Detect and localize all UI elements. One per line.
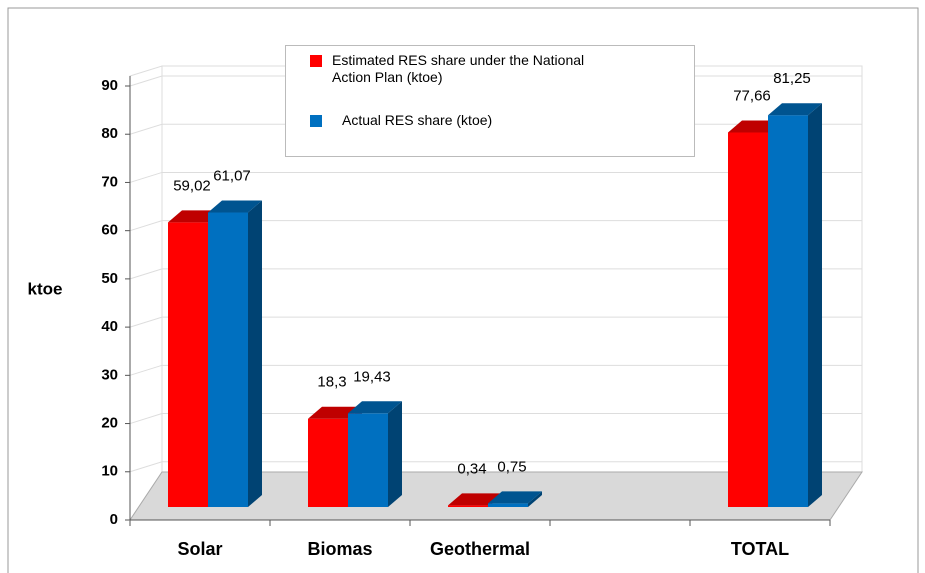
bar-side [248,200,262,507]
bar [348,413,388,507]
grid-line [129,171,862,183]
y-tick-label: 30 [101,366,118,383]
legend-entry: Actual RES share (ktoe) [310,112,602,129]
bar-top [348,401,402,414]
x-tick-label: TOTAL [731,539,789,559]
side-wall [129,65,163,522]
grid-line [129,461,862,473]
y-tick-label: 60 [101,222,118,239]
data-label: 77,66 [733,87,771,104]
bar [168,222,208,507]
bar-side [528,491,542,507]
grid-line [129,316,862,328]
data-label: 18,3 [317,374,346,391]
data-label: 81,25 [773,70,811,87]
legend: Estimated RES share under the National A… [285,45,695,157]
y-tick-label: 70 [101,173,118,190]
data-label: 0,34 [457,460,486,477]
y-tick-label: 10 [101,463,118,480]
x-tick-label: Geothermal [430,539,530,559]
grid-line [129,268,862,280]
y-axis-title: ktoe [28,279,63,298]
frame [7,7,919,573]
bar [728,132,768,507]
bar-side [808,103,822,507]
bar-top [768,103,822,116]
bar-top [448,493,502,506]
y-tick-label: 0 [110,511,118,528]
grid-line [129,413,862,425]
data-label: 61,07 [213,167,251,184]
y-tick-label: 20 [101,415,118,432]
data-label: 19,43 [353,368,391,385]
y-tick-label: 50 [101,270,118,287]
grid-line [129,220,862,232]
data-label: 59,02 [173,177,211,194]
bar [488,503,528,507]
bar-top [208,200,262,213]
bar [768,115,808,507]
bar-side [388,401,402,507]
legend-swatch [310,55,322,67]
bar [448,505,488,507]
x-tick-label: Biomas [307,539,372,559]
y-tick-label: 40 [101,318,118,335]
y-tick-label: 90 [101,77,118,94]
bar-top [488,491,542,504]
data-label: 0,75 [497,458,526,475]
grid-line [129,364,862,376]
bar [208,212,248,507]
legend-label: Estimated RES share under the National A… [332,52,585,85]
bar [308,418,348,507]
legend-entry: Estimated RES share under the National A… [310,52,592,86]
legend-swatch [310,115,322,127]
x-tick-label: Solar [177,539,222,559]
legend-label: Actual RES share (ktoe) [342,112,493,128]
y-tick-label: 80 [101,125,118,142]
